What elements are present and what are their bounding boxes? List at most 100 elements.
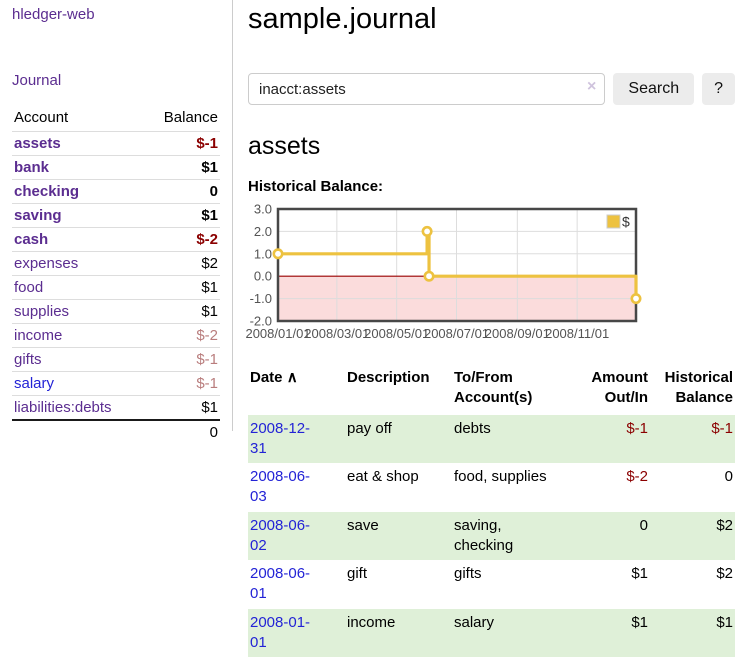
- svg-text:2008/05/01: 2008/05/01: [364, 326, 429, 341]
- transaction-accounts: debts: [452, 415, 572, 464]
- accounts-table: Account Balance assets $-1 bank $1 checking 0…: [12, 106, 220, 444]
- account-link-bank[interactable]: bank: [14, 159, 49, 176]
- column-header-date[interactable]: Date ∧: [248, 366, 345, 415]
- transaction-date-link[interactable]: 2008-12-31: [250, 420, 310, 457]
- transaction-balance: $-1: [650, 415, 735, 464]
- search-input[interactable]: [248, 73, 605, 105]
- accounts-total-balance: 0: [144, 420, 220, 444]
- account-link-checking[interactable]: checking: [14, 183, 79, 200]
- account-row: checking 0: [12, 180, 220, 204]
- account-link-cash[interactable]: cash: [14, 231, 48, 248]
- main-content: sample.journal × Search ? assets Histori…: [248, 0, 735, 657]
- transaction-date-link[interactable]: 2008-06-01: [250, 565, 310, 602]
- account-row: saving $1: [12, 204, 220, 228]
- transaction-accounts: gifts: [452, 560, 572, 609]
- account-row: income $-2: [12, 324, 220, 348]
- account-row: supplies $1: [12, 300, 220, 324]
- clear-search-icon[interactable]: ×: [587, 79, 596, 95]
- transaction-amount: $1: [572, 560, 650, 609]
- account-link-saving[interactable]: saving: [14, 207, 62, 224]
- transaction-description: income: [345, 609, 452, 657]
- app-title-link[interactable]: hledger-web: [12, 6, 95, 23]
- transaction-amount: $-2: [572, 463, 650, 512]
- transaction-description: pay off: [345, 415, 452, 464]
- transaction-amount: $-1: [572, 415, 650, 464]
- accounts-header-balance: Balance: [144, 106, 220, 132]
- sort-ascending-icon: ∧: [287, 369, 298, 386]
- transaction-accounts: saving, checking: [452, 512, 572, 561]
- account-link-income[interactable]: income: [14, 327, 62, 344]
- journal-link[interactable]: Journal: [12, 72, 220, 89]
- page-title: sample.journal: [248, 0, 735, 36]
- account-row: expenses$2: [12, 252, 220, 276]
- account-heading: assets: [248, 132, 735, 161]
- search-bar: × Search ?: [248, 73, 735, 105]
- svg-text:0.0: 0.0: [254, 269, 272, 284]
- account-balance: $-1: [144, 348, 220, 372]
- svg-text:2.0: 2.0: [254, 224, 272, 239]
- account-row: salary$-1: [12, 372, 220, 396]
- account-link-gifts[interactable]: gifts: [14, 351, 42, 368]
- chart-svg: $-2.0-1.00.01.02.03.02008/01/012008/03/0…: [248, 205, 650, 345]
- search-box: ×: [248, 73, 605, 105]
- column-header-amount: Amount Out/In: [572, 366, 650, 415]
- transaction-balance: $2: [650, 512, 735, 561]
- svg-text:2008/07/01: 2008/07/01: [424, 326, 489, 341]
- search-button[interactable]: Search: [613, 73, 694, 105]
- accounts-header-account: Account: [12, 106, 144, 132]
- account-link-assets[interactable]: assets: [14, 135, 61, 152]
- svg-text:1.0: 1.0: [254, 246, 272, 261]
- legend-label: $: [622, 214, 630, 230]
- help-button[interactable]: ?: [702, 73, 735, 105]
- transaction-description: eat & shop: [345, 463, 452, 512]
- account-row: bank $1: [12, 156, 220, 180]
- accounts-total-row: 0: [12, 420, 220, 444]
- register-table: Date ∧ Description To/From Account(s) Am…: [248, 366, 735, 657]
- account-link-food[interactable]: food: [14, 279, 43, 296]
- account-link-supplies[interactable]: supplies: [14, 303, 69, 320]
- sidebar: hledger-web Journal Account Balance asse…: [0, 0, 233, 431]
- account-balance: $1: [144, 300, 220, 324]
- transaction-amount: 0: [572, 512, 650, 561]
- account-row: food $1: [12, 276, 220, 300]
- account-balance: $1: [144, 204, 220, 228]
- transaction-date-link[interactable]: 2008-06-02: [250, 517, 310, 554]
- account-row: cash $-2: [12, 228, 220, 252]
- transaction-date-link[interactable]: 2008-01-01: [250, 614, 310, 651]
- account-balance: $-2: [144, 324, 220, 348]
- account-balance: $1: [144, 396, 220, 421]
- account-balance: $1: [144, 276, 220, 300]
- column-header-accounts: To/From Account(s): [452, 366, 572, 415]
- transaction-accounts: food, supplies: [452, 463, 572, 512]
- svg-text:2008/01/01: 2008/01/01: [245, 326, 310, 341]
- svg-text:2008/09/01: 2008/09/01: [485, 326, 550, 341]
- svg-text:-1.0: -1.0: [250, 291, 272, 306]
- account-balance: $-1: [144, 132, 220, 156]
- account-row: gifts $-1: [12, 348, 220, 372]
- account-row: assets $-1: [12, 132, 220, 156]
- transaction-accounts: salary: [452, 609, 572, 657]
- account-balance: $-2: [144, 228, 220, 252]
- account-balance: $1: [144, 156, 220, 180]
- account-link-liabilities-debts[interactable]: liabilities:debts: [14, 399, 112, 416]
- transaction-date-link[interactable]: 2008-06-03: [250, 468, 310, 505]
- svg-text:3.0: 3.0: [254, 202, 272, 217]
- account-link-expenses[interactable]: expenses: [14, 255, 78, 272]
- transaction-balance: $2: [650, 560, 735, 609]
- transaction-balance: 0: [650, 463, 735, 512]
- transaction-description: gift: [345, 560, 452, 609]
- legend-swatch: [607, 215, 620, 228]
- account-balance: 0: [144, 180, 220, 204]
- account-row: liabilities:debts $1: [12, 396, 220, 421]
- transaction-amount: $1: [572, 609, 650, 657]
- account-link-salary[interactable]: salary: [14, 375, 54, 392]
- transaction-description: save: [345, 512, 452, 561]
- svg-text:2008/03/01: 2008/03/01: [304, 326, 369, 341]
- chart-title: Historical Balance:: [248, 178, 735, 195]
